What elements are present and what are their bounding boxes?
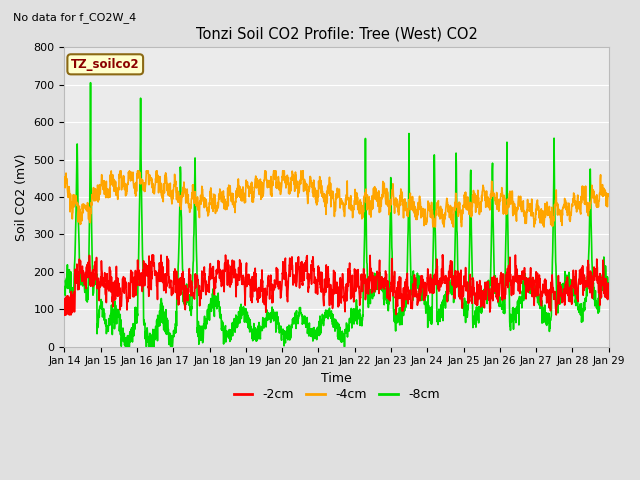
Legend: -2cm, -4cm, -8cm: -2cm, -4cm, -8cm	[228, 384, 445, 407]
Text: TZ_soilco2: TZ_soilco2	[71, 58, 140, 71]
Title: Tonzi Soil CO2 Profile: Tree (West) CO2: Tonzi Soil CO2 Profile: Tree (West) CO2	[196, 27, 477, 42]
Text: No data for f_CO2W_4: No data for f_CO2W_4	[13, 12, 136, 23]
X-axis label: Time: Time	[321, 372, 352, 385]
Y-axis label: Soil CO2 (mV): Soil CO2 (mV)	[15, 153, 28, 241]
